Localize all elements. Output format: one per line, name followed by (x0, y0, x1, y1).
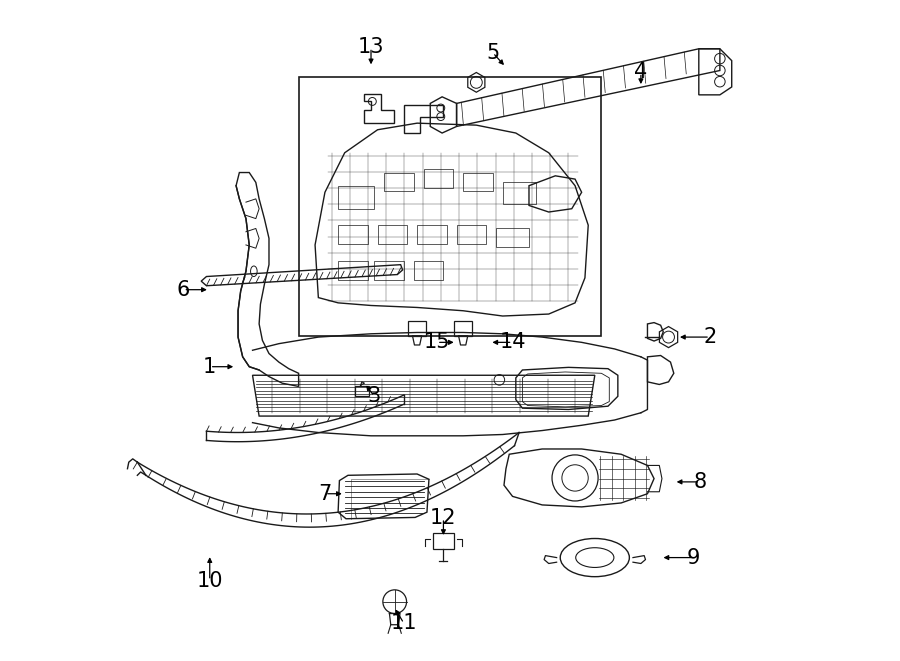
Bar (424, 169, 454, 188)
Bar (299, 77, 601, 336)
Text: 7: 7 (319, 484, 331, 504)
Text: 5: 5 (486, 43, 500, 63)
Text: 10: 10 (196, 570, 223, 591)
Text: 1: 1 (203, 357, 216, 377)
Text: 3: 3 (368, 386, 381, 407)
Text: 14: 14 (500, 332, 526, 352)
Bar (496, 229, 529, 247)
Bar (454, 321, 473, 336)
Text: 13: 13 (358, 38, 384, 58)
Bar (408, 321, 427, 336)
Bar (464, 173, 493, 191)
Text: 9: 9 (687, 547, 700, 568)
Bar (414, 261, 444, 280)
Bar (374, 261, 404, 280)
Bar (338, 186, 374, 209)
Text: 12: 12 (430, 508, 456, 528)
Bar (503, 182, 536, 204)
Text: 8: 8 (694, 472, 706, 492)
Text: 2: 2 (704, 327, 716, 347)
Bar (338, 225, 368, 244)
Text: 6: 6 (176, 280, 190, 299)
Bar (417, 225, 446, 244)
Bar (378, 225, 407, 244)
Bar (456, 225, 486, 244)
Bar (384, 173, 414, 191)
Bar (355, 386, 369, 397)
Text: 15: 15 (424, 332, 450, 352)
Text: 11: 11 (391, 613, 418, 633)
Text: 4: 4 (634, 63, 647, 83)
Bar (433, 533, 454, 549)
Bar (338, 261, 368, 280)
